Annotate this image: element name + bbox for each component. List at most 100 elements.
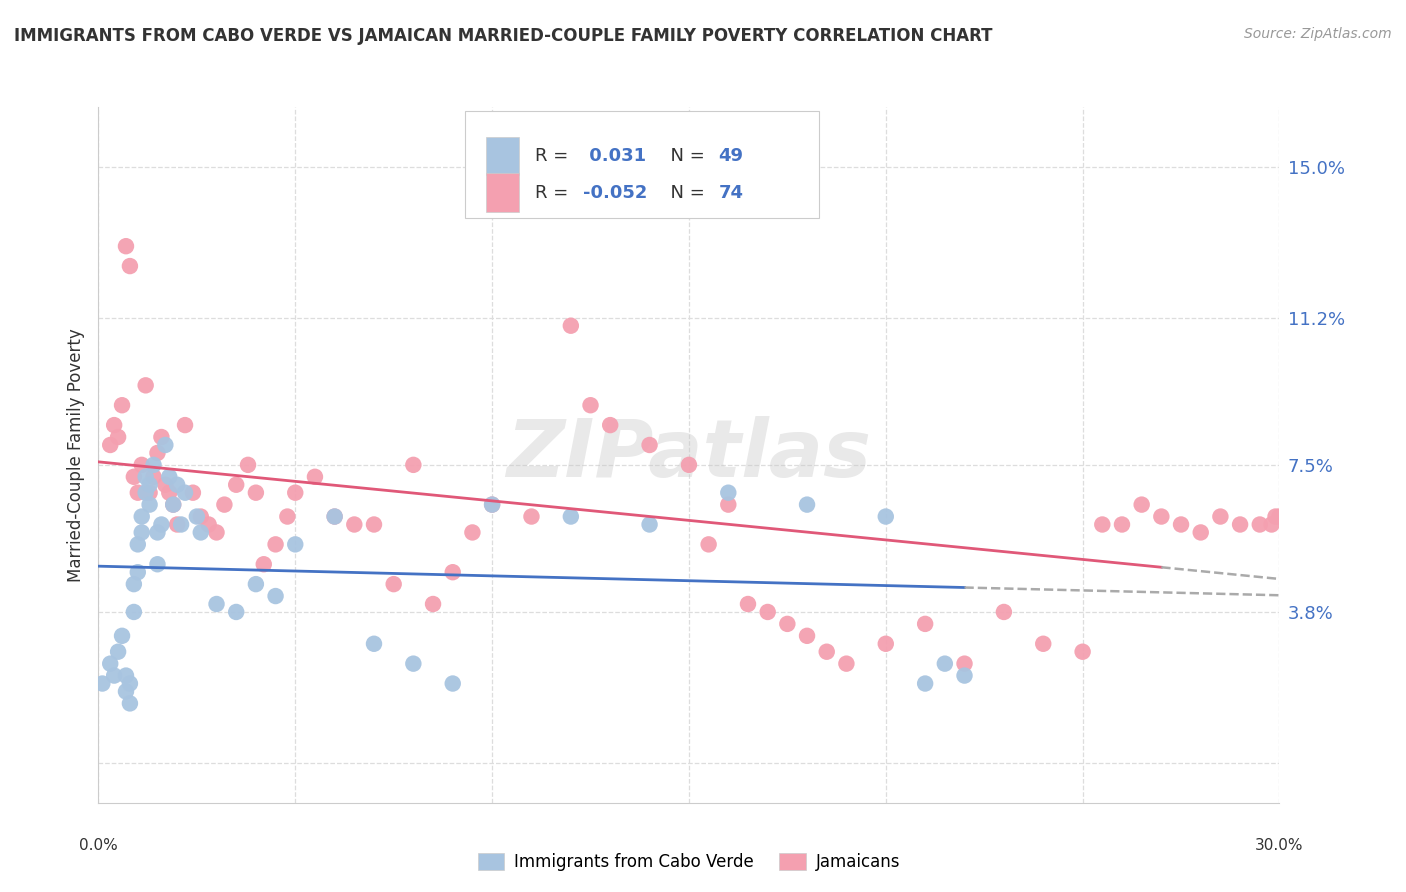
Point: [142, 470, 165, 484]
Point: [1268, 509, 1291, 524]
Text: 74: 74: [718, 184, 744, 202]
Text: N =: N =: [659, 184, 711, 202]
Point: [127, 485, 149, 500]
Point: [1170, 517, 1192, 532]
Point: [934, 657, 956, 671]
Point: [103, 668, 125, 682]
Point: [115, 684, 138, 698]
Point: [461, 525, 484, 540]
Point: [131, 509, 153, 524]
Point: [756, 605, 779, 619]
Point: [264, 537, 287, 551]
Point: [638, 517, 661, 532]
Point: [186, 509, 208, 524]
Point: [197, 517, 219, 532]
Point: [441, 676, 464, 690]
Point: [103, 418, 125, 433]
Point: [343, 517, 366, 532]
Point: [107, 645, 129, 659]
Point: [422, 597, 444, 611]
Point: [135, 470, 157, 484]
Point: [697, 537, 720, 551]
Point: [264, 589, 287, 603]
Point: [1150, 509, 1173, 524]
Point: [441, 565, 464, 579]
Point: [135, 378, 157, 392]
Point: [118, 259, 141, 273]
Point: [214, 498, 236, 512]
Point: [190, 509, 212, 524]
Point: [1130, 498, 1153, 512]
Point: [115, 239, 138, 253]
Point: [363, 517, 385, 532]
Point: [138, 485, 160, 500]
Point: [579, 398, 602, 412]
Text: R =: R =: [536, 184, 575, 202]
Point: [1071, 645, 1094, 659]
Point: [284, 537, 307, 551]
Point: [91, 676, 114, 690]
Point: [1260, 517, 1282, 532]
Point: [815, 645, 838, 659]
Point: [190, 525, 212, 540]
Point: [382, 577, 405, 591]
Point: [162, 498, 184, 512]
Point: [174, 418, 197, 433]
Point: [245, 577, 267, 591]
Point: [118, 697, 141, 711]
Text: 49: 49: [718, 147, 744, 165]
FancyBboxPatch shape: [464, 111, 818, 219]
Point: [98, 657, 121, 671]
Point: [363, 637, 385, 651]
Point: [245, 485, 267, 500]
Point: [953, 657, 976, 671]
Point: [323, 509, 346, 524]
Point: [150, 517, 173, 532]
Legend: Immigrants from Cabo Verde, Jamaicans: Immigrants from Cabo Verde, Jamaicans: [471, 847, 907, 878]
Point: [170, 517, 193, 532]
Point: [146, 525, 169, 540]
Point: [835, 657, 858, 671]
Point: [796, 498, 818, 512]
Point: [146, 446, 169, 460]
Point: [122, 470, 145, 484]
Point: [1189, 525, 1212, 540]
Point: [107, 430, 129, 444]
Point: [157, 485, 180, 500]
Point: [166, 517, 188, 532]
Point: [111, 398, 134, 412]
Point: [599, 418, 621, 433]
Point: [481, 498, 503, 512]
Text: 0.0%: 0.0%: [79, 838, 118, 854]
Y-axis label: Married-Couple Family Poverty: Married-Couple Family Poverty: [67, 328, 86, 582]
Point: [875, 509, 897, 524]
Point: [304, 470, 326, 484]
Point: [138, 498, 160, 512]
Point: [142, 458, 165, 472]
Point: [162, 498, 184, 512]
Point: [560, 509, 582, 524]
Point: [1209, 509, 1232, 524]
Point: [166, 477, 188, 491]
Point: [717, 485, 740, 500]
Text: ZIPatlas: ZIPatlas: [506, 416, 872, 494]
Point: [717, 498, 740, 512]
Point: [122, 577, 145, 591]
Point: [146, 558, 169, 572]
Point: [993, 605, 1015, 619]
FancyBboxPatch shape: [486, 173, 519, 211]
FancyBboxPatch shape: [486, 136, 519, 175]
Point: [323, 509, 346, 524]
Point: [914, 616, 936, 631]
Point: [225, 605, 247, 619]
Point: [1032, 637, 1054, 651]
Point: [138, 477, 160, 491]
Point: [98, 438, 121, 452]
Text: R =: R =: [536, 147, 575, 165]
Point: [253, 558, 276, 572]
Point: [276, 509, 298, 524]
Point: [1091, 517, 1114, 532]
Point: [157, 470, 180, 484]
Text: -0.052: -0.052: [582, 184, 647, 202]
Point: [155, 477, 177, 491]
